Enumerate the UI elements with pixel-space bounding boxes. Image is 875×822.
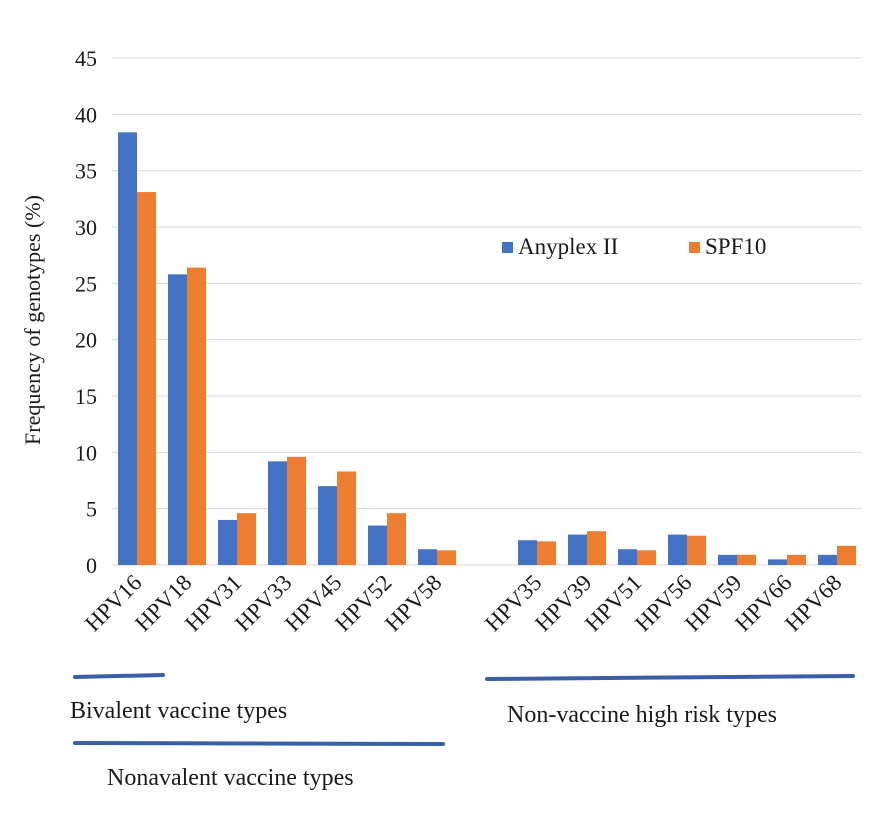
y-tick-label: 35 (75, 159, 97, 184)
y-tick-label: 45 (75, 46, 97, 71)
legend-label-anyplex-ii: Anyplex II (518, 234, 618, 259)
x-tick-hpv68: HPV68 (780, 570, 846, 636)
bar-anyplex-ii-hpv66 (768, 559, 787, 565)
bar-anyplex-ii-hpv52 (368, 525, 387, 565)
bar-spf10-hpv52 (387, 513, 406, 565)
y-tick-label: 25 (75, 271, 97, 296)
bar-spf10-hpv16 (137, 192, 156, 565)
bar-anyplex-ii-hpv59 (718, 554, 737, 565)
bar-anyplex-ii-hpv33 (268, 461, 287, 565)
bar-anyplex-ii-hpv31 (218, 519, 237, 565)
gridlines (112, 57, 862, 566)
nonavalent-group-label: Nonavalent vaccine types (107, 765, 354, 791)
bar-spf10-hpv45 (337, 471, 356, 565)
bar-spf10-hpv18 (187, 267, 206, 565)
bar-anyplex-ii-hpv51 (618, 549, 637, 565)
y-axis-label: Frequency of genotypes (%) (20, 195, 45, 445)
legend-swatch-spf10 (689, 242, 700, 253)
y-tick-label: 30 (75, 215, 97, 240)
y-tick-label: 5 (86, 497, 97, 522)
legend: Anyplex II SPF10 (502, 234, 766, 259)
y-tick-label: 10 (75, 440, 97, 465)
nonvaccine-bracket-line (485, 674, 855, 681)
bar-anyplex-ii-hpv45 (318, 486, 337, 565)
nonavalent-bracket-line (73, 741, 445, 746)
bar-spf10-hpv39 (587, 531, 606, 565)
bivalent-bracket-line (73, 673, 165, 679)
y-tick-label: 20 (75, 328, 97, 353)
bivalent-group-label: Bivalent vaccine types (70, 698, 287, 724)
bar-anyplex-ii-hpv35 (518, 540, 537, 565)
y-tick-label: 15 (75, 384, 97, 409)
bar-spf10-hpv31 (237, 513, 256, 565)
bar-anyplex-ii-hpv58 (418, 549, 437, 565)
bar-spf10-hpv66 (787, 554, 806, 565)
bar-anyplex-ii-hpv56 (668, 534, 687, 565)
bar-anyplex-ii-hpv68 (818, 554, 837, 565)
bar-anyplex-ii-hpv18 (168, 274, 187, 565)
y-tick-label: 0 (86, 553, 97, 578)
legend-swatch-anyplex-ii (502, 242, 513, 253)
legend-label-spf10: SPF10 (705, 234, 766, 259)
bar-spf10-hpv35 (537, 541, 556, 565)
nonvaccine-group-label: Non-vaccine high risk types (507, 702, 777, 728)
bar-spf10-hpv58 (437, 550, 456, 565)
bar-spf10-hpv56 (687, 535, 706, 565)
bar-spf10-hpv51 (637, 550, 656, 565)
bars (118, 132, 856, 566)
y-tick-label: 40 (75, 102, 97, 127)
bar-spf10-hpv59 (737, 554, 756, 565)
y-axis-ticks: 0 5 10 15 20 25 30 35 40 45 (75, 46, 97, 578)
x-tick-hpv58: HPV58 (380, 570, 446, 636)
bar-spf10-hpv68 (837, 545, 856, 565)
bar-anyplex-ii-hpv39 (568, 534, 587, 565)
bar-anyplex-ii-hpv16 (118, 132, 137, 566)
bar-spf10-hpv33 (287, 456, 306, 565)
